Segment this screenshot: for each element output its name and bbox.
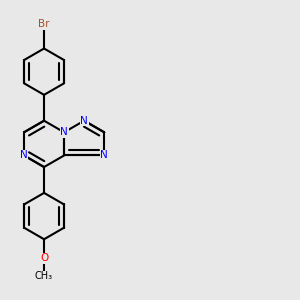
Text: N: N bbox=[60, 127, 68, 137]
Text: Br: Br bbox=[38, 19, 50, 29]
Text: N: N bbox=[80, 116, 88, 126]
Text: N: N bbox=[20, 151, 28, 160]
Text: O: O bbox=[40, 253, 48, 263]
Text: N: N bbox=[100, 151, 108, 160]
Text: CH₃: CH₃ bbox=[35, 271, 53, 281]
